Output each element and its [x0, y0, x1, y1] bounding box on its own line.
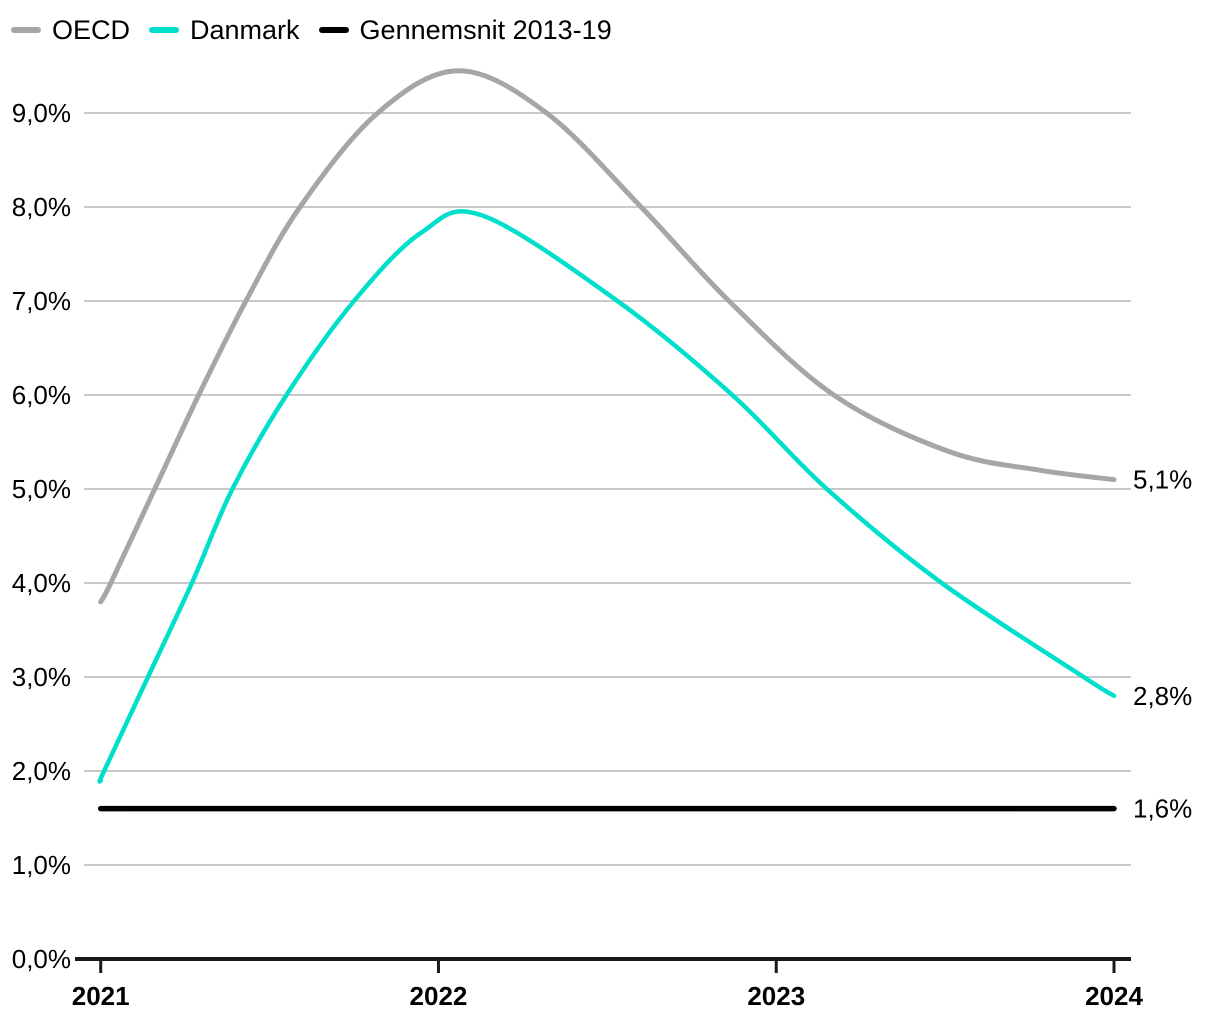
y-tick-label-5: 5,0% [12, 474, 71, 504]
oecd-line-swatch-icon [11, 27, 41, 33]
y-tick-label-2: 2,0% [12, 756, 71, 786]
y-tick-label-1: 1,0% [12, 850, 71, 880]
y-tick-label-0: 0,0% [12, 944, 71, 974]
legend-item-oecd: OECD [11, 13, 130, 47]
x-tick-label-2: 2023 [747, 981, 805, 1011]
legend-item-danmark: Danmark [149, 13, 300, 47]
y-tick-label-4: 4,0% [12, 568, 71, 598]
y-tick-label-6: 6,0% [12, 380, 71, 410]
y-tick-label-7: 7,0% [12, 286, 71, 316]
legend-item-gennemsnit: Gennemsnit 2013-19 [318, 13, 612, 47]
legend-label-danmark: Danmark [190, 15, 300, 45]
y-tick-label-9: 9,0% [12, 98, 71, 128]
danmark-line-swatch-icon [149, 27, 180, 33]
end-label-oecd: 5,1% [1133, 465, 1192, 495]
series-line-oecd [98, 68, 1117, 605]
y-tick-label-3: 3,0% [12, 662, 71, 692]
gennemsnit-line-swatch-icon [318, 27, 349, 33]
legend-label-gennemsnit: Gennemsnit 2013-19 [359, 15, 612, 45]
end-label-gennemsnit: 1,6% [1133, 794, 1192, 824]
y-tick-label-8: 8,0% [12, 192, 71, 222]
x-tick-label-0: 2021 [72, 981, 130, 1011]
series-line-danmark [97, 209, 1117, 784]
legend-label-oecd: OECD [52, 15, 131, 45]
end-label-danmark: 2,8% [1133, 681, 1192, 711]
x-tick-label-3: 2024 [1085, 981, 1143, 1011]
x-tick-label-1: 2022 [410, 981, 468, 1011]
chart-legend: OECD Danmark Gennemsnit 2013-19 [11, 13, 612, 47]
